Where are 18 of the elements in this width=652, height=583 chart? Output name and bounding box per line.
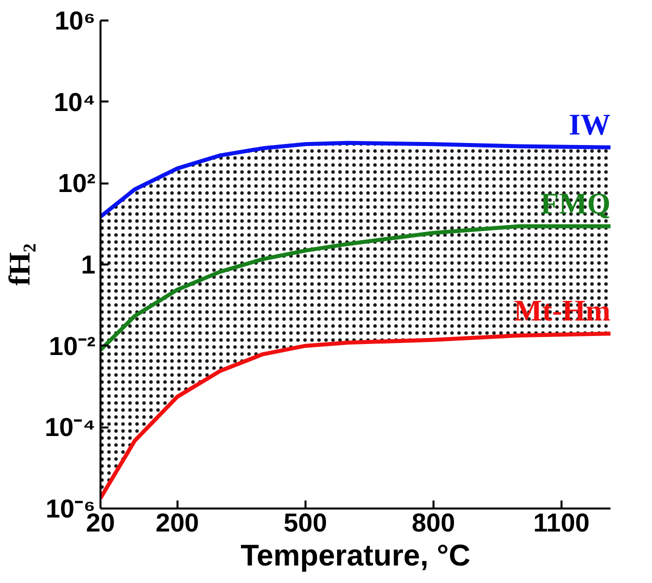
y-tick-label: 10⁶ xyxy=(54,6,96,36)
series-label: FMQ xyxy=(540,187,611,220)
line-series xyxy=(100,224,610,352)
y-tick-label: 10⁻² xyxy=(48,330,96,361)
x-axis-title: Temperature, °C xyxy=(240,540,470,572)
series-label: Mt-Hm xyxy=(514,294,611,328)
x-tick-label: 200 xyxy=(156,508,200,538)
x-tick-label: 1100 xyxy=(533,508,590,538)
y-axis-title: fH₂ xyxy=(4,243,37,286)
y-tick-label: 1 xyxy=(81,250,96,280)
x-tick-label: 500 xyxy=(284,508,328,538)
line-series xyxy=(100,332,610,500)
line-series xyxy=(100,140,610,219)
x-tick-label: 800 xyxy=(412,508,456,538)
y-tick-label: 10⁻⁴ xyxy=(44,412,96,442)
y-tick-label: 10⁴ xyxy=(54,86,96,117)
y-tick-label: 10² xyxy=(58,168,96,198)
series-label: IW xyxy=(568,108,611,142)
